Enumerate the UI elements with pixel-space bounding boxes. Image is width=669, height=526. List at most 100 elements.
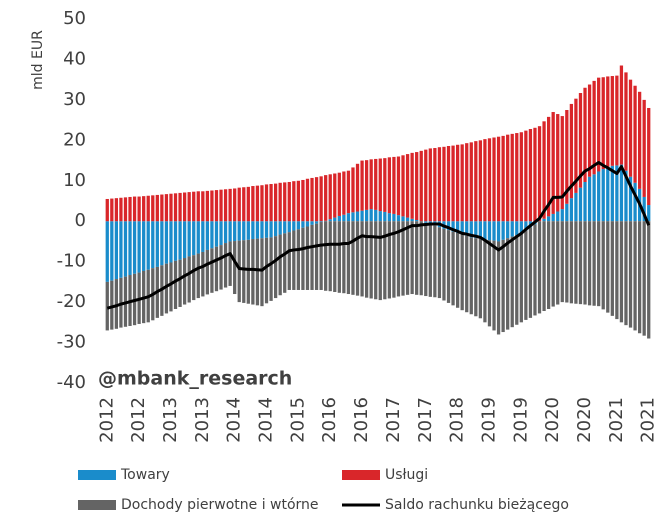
bar [233, 188, 237, 222]
x-tick-label: 2021 [638, 397, 659, 443]
bar [428, 224, 432, 297]
bar [328, 221, 332, 292]
bar [192, 191, 196, 222]
bar [610, 165, 614, 222]
bar [637, 91, 642, 189]
bar [624, 221, 628, 326]
bar [214, 221, 219, 247]
bar [210, 221, 214, 249]
bar [269, 184, 273, 222]
bar [278, 221, 282, 235]
bar [328, 219, 332, 222]
bar [342, 214, 346, 222]
bar [455, 232, 460, 308]
bar [506, 221, 510, 239]
bar [160, 221, 164, 266]
bar [337, 172, 341, 216]
bar [273, 183, 278, 222]
bar [182, 258, 187, 305]
bar [569, 103, 574, 199]
bar [587, 221, 592, 306]
bar [201, 191, 205, 222]
y-tick-label: 30 [63, 89, 86, 110]
bar [164, 221, 169, 264]
y-tick-label: -10 [57, 251, 86, 272]
bar [242, 221, 246, 241]
bar [301, 221, 305, 228]
bar [324, 175, 328, 221]
bar [506, 238, 510, 330]
y-tick-label: -40 [57, 372, 86, 393]
bar [305, 226, 310, 290]
bar [214, 246, 219, 292]
bar [314, 177, 319, 222]
bar [292, 221, 296, 231]
bar [360, 210, 364, 222]
bar [519, 221, 523, 234]
bar [337, 215, 341, 222]
bar [587, 84, 592, 177]
bar [342, 171, 346, 215]
bar [173, 193, 178, 222]
bar [155, 194, 159, 222]
bar [205, 221, 210, 250]
bar [597, 77, 601, 172]
bar [192, 221, 196, 256]
legend-swatch [78, 470, 116, 480]
bar [478, 238, 483, 319]
bar [169, 262, 173, 312]
bar [437, 227, 442, 299]
legend-swatch [342, 470, 380, 480]
bar [533, 224, 537, 316]
bar [455, 221, 460, 233]
bar [223, 221, 228, 244]
bar [610, 221, 614, 316]
bar [182, 221, 187, 259]
bar [524, 130, 528, 222]
bar [319, 221, 323, 223]
bar [501, 221, 505, 240]
x-tick-label: 2019 [478, 397, 499, 443]
bar [478, 221, 483, 239]
bar [465, 221, 469, 236]
bar [474, 238, 478, 317]
bar [565, 203, 569, 222]
bar [278, 234, 282, 296]
bar [601, 77, 605, 170]
bar [592, 221, 596, 306]
bar [624, 72, 628, 171]
bar [565, 110, 569, 204]
bar [496, 136, 501, 222]
x-tick-label: 2016 [351, 397, 372, 443]
bar [273, 236, 278, 299]
bar [578, 221, 583, 305]
bar [451, 145, 455, 222]
x-tick-label: 2014 [256, 397, 277, 443]
bar [433, 225, 437, 298]
bar [583, 181, 587, 222]
bar [233, 241, 237, 295]
bar [451, 221, 455, 232]
bar [205, 190, 210, 222]
bar [615, 75, 619, 166]
y-tick-label: 10 [63, 170, 86, 191]
bar [228, 241, 232, 286]
bar [615, 165, 619, 222]
bar [287, 181, 291, 222]
bar [351, 167, 355, 213]
bar [178, 259, 182, 307]
x-tick-label: 2017 [415, 397, 436, 443]
bar [119, 221, 123, 278]
bar [182, 192, 187, 222]
bar [501, 135, 505, 222]
bar [619, 221, 624, 323]
bar [383, 221, 387, 300]
bar [205, 249, 210, 295]
bar [387, 157, 392, 214]
bar [410, 152, 414, 219]
bar [319, 222, 323, 290]
x-tick-label: 2015 [287, 397, 308, 443]
bar [483, 221, 487, 240]
bar [496, 241, 501, 335]
bar [333, 173, 337, 218]
